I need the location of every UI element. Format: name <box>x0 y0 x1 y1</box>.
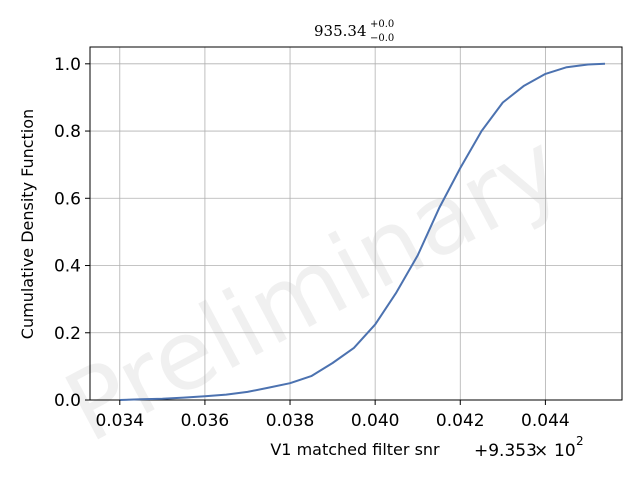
chart-title: 935.34 +0.0 −0.0 <box>314 19 394 44</box>
y-tick-label: 0.2 <box>54 324 81 344</box>
series-layer <box>119 62 606 401</box>
y-tick-label: 0.8 <box>54 122 81 142</box>
title-sup: +0.0 <box>370 19 394 30</box>
x-tick-label: 0.040 <box>351 411 400 431</box>
x-tick-label: 0.044 <box>521 411 570 431</box>
x-offset-exponent: 2 <box>576 434 584 448</box>
x-offset-base: 10 <box>554 441 576 461</box>
x-offset-label: +9.353 × 10 2 <box>474 434 584 461</box>
x-tick-label: 0.036 <box>181 411 230 431</box>
plot-area <box>89 46 623 401</box>
y-axis-label: Cumulative Density Function <box>18 109 37 339</box>
y-tick-label: 0.4 <box>54 257 81 277</box>
x-offset-prefix: +9.353 <box>474 441 537 461</box>
y-tick-label: 1.0 <box>54 55 81 75</box>
y-tick-label: 0.6 <box>54 189 81 209</box>
x-axis-label: V1 matched filter snr <box>270 440 440 459</box>
title-sub: −0.0 <box>370 33 394 44</box>
x-tick-label: 0.038 <box>266 411 315 431</box>
x-axis-ticks: 0.034 0.036 0.038 0.040 0.042 0.044 <box>95 400 570 431</box>
x-tick-label: 0.034 <box>95 411 144 431</box>
y-tick-label: 0.0 <box>54 391 81 411</box>
x-tick-label: 0.042 <box>436 411 485 431</box>
cdf-series-line <box>119 62 606 401</box>
x-offset-times: × <box>534 441 548 461</box>
title-base: 935.34 <box>314 22 367 40</box>
y-axis-ticks: 0.0 0.2 0.4 0.6 0.8 1.0 <box>54 55 90 411</box>
grid <box>90 47 622 401</box>
